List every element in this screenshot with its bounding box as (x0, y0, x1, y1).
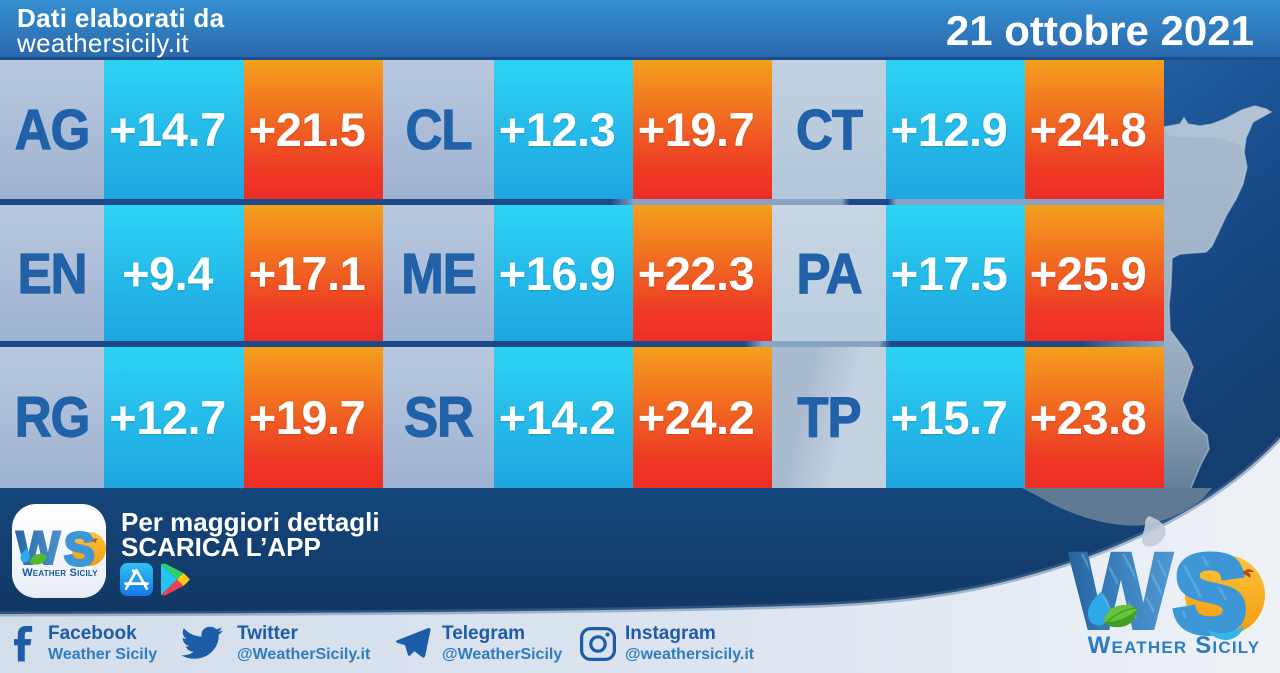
svg-text:Weather Sicily: Weather Sicily (22, 567, 98, 579)
svg-text:W: W (1070, 540, 1172, 651)
svg-text:W: W (16, 521, 61, 574)
svg-text:S: S (1174, 540, 1246, 654)
svg-text:S: S (64, 523, 95, 575)
